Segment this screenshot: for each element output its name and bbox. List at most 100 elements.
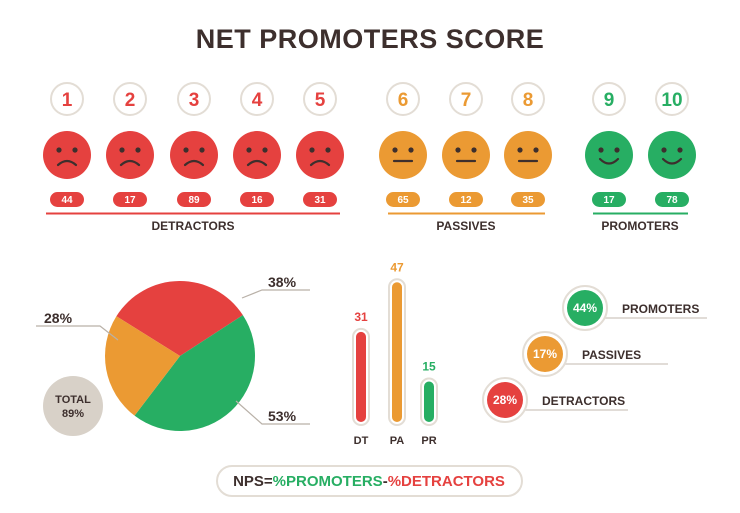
bubble bbox=[487, 382, 523, 418]
promoters-label: PROMOTERS bbox=[601, 219, 678, 233]
score-count: 16 bbox=[251, 195, 263, 206]
score-number-ring bbox=[655, 82, 689, 116]
bubble bbox=[527, 336, 563, 372]
count-badge bbox=[449, 192, 483, 207]
score-number: 10 bbox=[661, 90, 682, 111]
bar bbox=[392, 282, 402, 422]
bubble-value: 44% bbox=[573, 301, 597, 315]
detractors-label: DETRACTORS bbox=[151, 219, 234, 233]
pie-label-passives: 28% bbox=[44, 310, 73, 326]
count-badge bbox=[386, 192, 420, 207]
score-number: 3 bbox=[189, 90, 200, 111]
score-number-ring bbox=[449, 82, 483, 116]
bubble-item: 17% PASSIVES bbox=[522, 331, 668, 377]
score-item: 8 35 bbox=[504, 82, 552, 207]
pie-slice bbox=[104, 316, 180, 416]
count-badge bbox=[240, 192, 274, 207]
score-number-ring bbox=[592, 82, 626, 116]
count-badge bbox=[303, 192, 337, 207]
score-scale: 1 44 2 17 3 89 4 16 5 31 6 65 7 12 8 35 9 17 10 78 bbox=[43, 82, 696, 207]
page-title: NET PROMOTERS SCORE bbox=[196, 24, 545, 54]
count-badge bbox=[113, 192, 147, 207]
score-number-ring bbox=[177, 82, 211, 116]
score-number-ring bbox=[240, 82, 274, 116]
score-number: 6 bbox=[398, 90, 409, 111]
total-value: 89% bbox=[62, 408, 84, 420]
pie-label-promoters: 53% bbox=[268, 408, 297, 424]
score-item: 2 17 bbox=[106, 82, 154, 207]
score-item: 10 78 bbox=[648, 82, 696, 207]
formula-prefix: NPS= bbox=[233, 473, 273, 490]
score-number: 9 bbox=[604, 90, 615, 111]
bubble-label: PASSIVES bbox=[582, 348, 641, 362]
bubble-label: DETRACTORS bbox=[542, 394, 625, 408]
nps-formula: NPS=%PROMOTERS-%DETRACTORS bbox=[233, 473, 505, 490]
score-number: 1 bbox=[62, 90, 73, 111]
sad-face-icon bbox=[233, 131, 281, 179]
pie-label-detractors: 38% bbox=[268, 274, 297, 290]
pie-leader-line bbox=[241, 289, 310, 299]
score-number: 2 bbox=[125, 90, 136, 111]
score-count: 17 bbox=[603, 195, 615, 206]
score-count: 78 bbox=[666, 195, 678, 206]
score-item: 4 16 bbox=[233, 82, 281, 207]
bar-item: 31 DT bbox=[352, 310, 370, 447]
bubble-value: 17% bbox=[533, 347, 557, 361]
happy-face-icon bbox=[648, 131, 696, 179]
score-count: 31 bbox=[314, 195, 326, 206]
count-badge bbox=[50, 192, 84, 207]
bar bbox=[424, 381, 434, 422]
count-badge bbox=[511, 192, 545, 207]
pie-leader-line bbox=[235, 400, 310, 425]
bar-item: 47 PA bbox=[388, 260, 406, 447]
score-item: 9 17 bbox=[585, 82, 633, 207]
neutral-face-icon bbox=[442, 131, 490, 179]
bar-item: 15 PR bbox=[420, 360, 438, 447]
score-number: 8 bbox=[523, 90, 534, 111]
score-count: 65 bbox=[397, 195, 409, 206]
formula-pill bbox=[216, 465, 523, 497]
pie-slice bbox=[134, 315, 256, 431]
bubble-item: 44% PROMOTERS bbox=[562, 285, 707, 331]
score-number-ring bbox=[113, 82, 147, 116]
score-count: 44 bbox=[61, 195, 73, 206]
score-item: 7 12 bbox=[442, 82, 490, 207]
score-item: 3 89 bbox=[170, 82, 218, 207]
count-badge bbox=[177, 192, 211, 207]
score-count: 12 bbox=[460, 195, 472, 206]
neutral-face-icon bbox=[379, 131, 427, 179]
score-count: 17 bbox=[124, 195, 136, 206]
total-badge bbox=[43, 376, 103, 436]
count-badge bbox=[655, 192, 689, 207]
score-count: 35 bbox=[522, 195, 534, 206]
happy-face-icon bbox=[585, 131, 633, 179]
score-number-ring bbox=[511, 82, 545, 116]
bar-category-label: DT bbox=[354, 435, 369, 447]
bubble bbox=[567, 290, 603, 326]
score-number: 4 bbox=[252, 90, 263, 111]
sad-face-icon bbox=[106, 131, 154, 179]
score-item: 1 44 bbox=[43, 82, 91, 207]
score-number: 5 bbox=[315, 90, 326, 111]
passives-label: PASSIVES bbox=[436, 219, 495, 233]
bar bbox=[356, 331, 366, 422]
bar-chart: 31 DT 47 PA 15 PR bbox=[352, 260, 438, 447]
neutral-face-icon bbox=[504, 131, 552, 179]
score-count: 89 bbox=[188, 195, 200, 206]
bar-value-label: 15 bbox=[422, 360, 436, 374]
bar-category-label: PA bbox=[390, 435, 405, 447]
bubble-item: 28% DETRACTORS bbox=[482, 377, 628, 423]
bar-category-label: PR bbox=[421, 435, 436, 447]
pie-slice bbox=[116, 281, 243, 356]
score-number-ring bbox=[303, 82, 337, 116]
pie-chart bbox=[104, 281, 256, 431]
bubble-value: 28% bbox=[493, 393, 517, 407]
score-number-ring bbox=[386, 82, 420, 116]
score-number: 7 bbox=[461, 90, 472, 111]
sad-face-icon bbox=[170, 131, 218, 179]
total-label: TOTAL bbox=[55, 394, 91, 406]
bar-value-label: 47 bbox=[390, 260, 404, 274]
pie-leader-line bbox=[36, 325, 119, 341]
sad-face-icon bbox=[296, 131, 344, 179]
